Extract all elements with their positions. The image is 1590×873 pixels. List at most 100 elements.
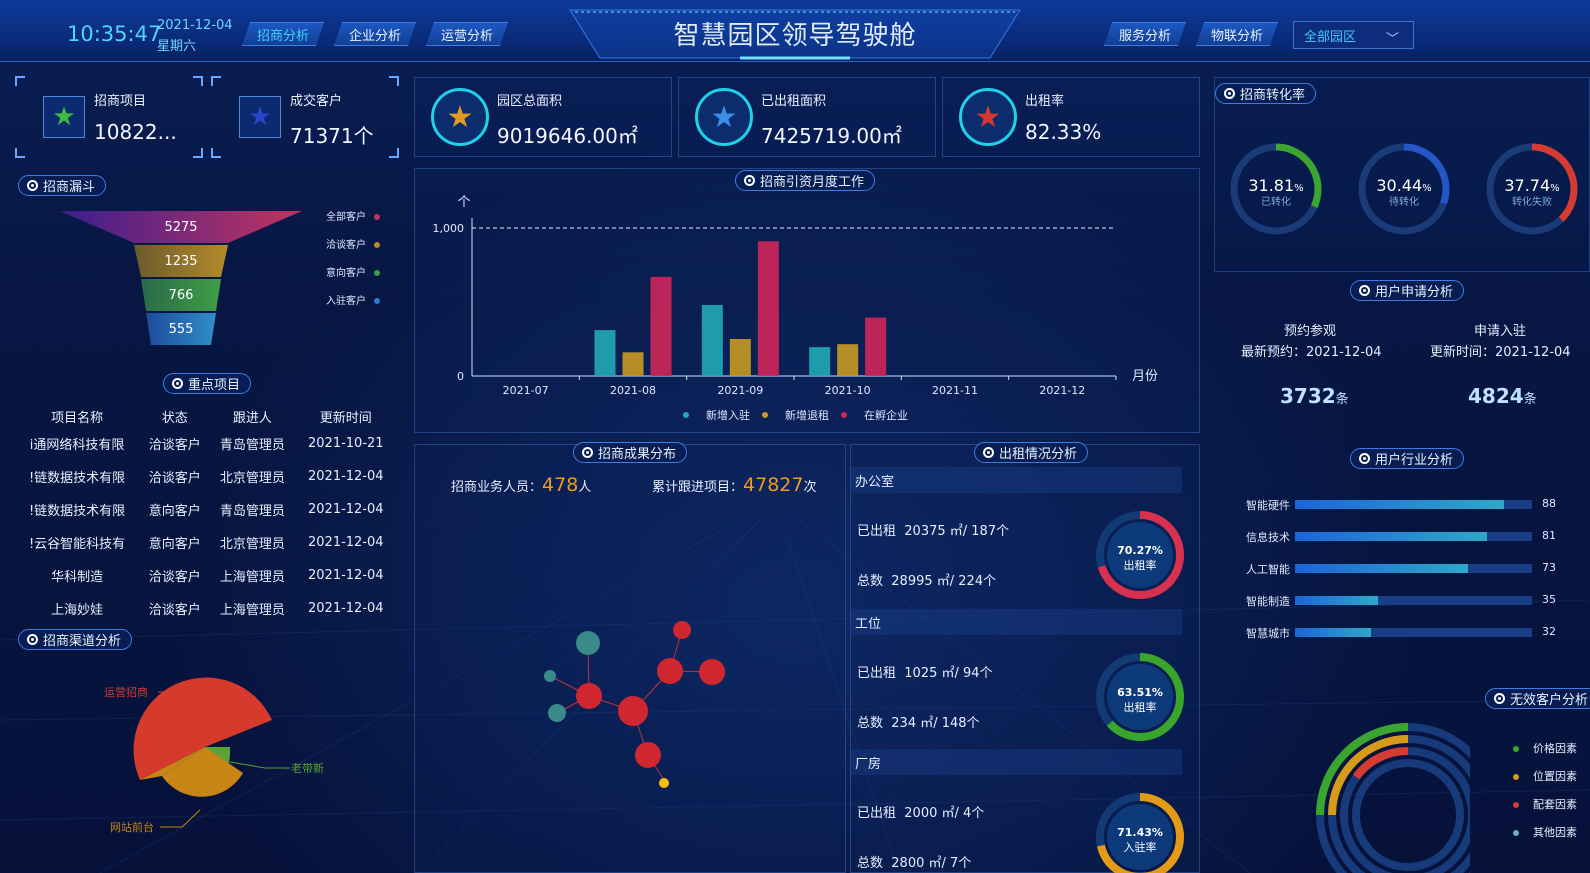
rent-section-header: 工位 <box>850 609 1182 635</box>
pie-label: 网站前台 <box>110 820 154 834</box>
target-icon <box>27 180 38 191</box>
section-title-invalid: 无效客户分析 <box>1485 688 1590 709</box>
table-cell: 青岛管理员 <box>219 504 285 519</box>
column-header: 跟进人 <box>232 410 272 426</box>
apply-right-value: 4824 <box>1468 384 1524 408</box>
star-icon: ★ <box>239 96 281 138</box>
x-tick-label: 2021-12 <box>1039 384 1085 397</box>
clock: 10:35:47 <box>67 22 162 46</box>
nav-tab-iot[interactable]: 物联分析 <box>1196 22 1278 46</box>
industry-bar-row: 智能制造 35 <box>1240 593 1560 608</box>
industry-bar-track <box>1295 532 1532 541</box>
star-icon: ★ <box>695 88 753 146</box>
table-cell: i通网络科技有限 <box>29 438 125 453</box>
industry-bar-track <box>1295 500 1532 509</box>
x-tick-label: 2021-07 <box>503 384 549 397</box>
table-row[interactable]: 上海妙娃 洽谈客户 上海管理员 2021-12-04 <box>14 592 396 625</box>
stat-card-rented-area: ★ 已出租面积 7425719.00㎡ <box>678 77 936 157</box>
park-select[interactable]: 全部园区 ﹀ <box>1293 21 1414 49</box>
nav-tab-recruitment[interactable]: 招商分析 <box>242 22 324 46</box>
bar-新增退租 <box>837 344 859 376</box>
legend-marker <box>762 412 768 418</box>
stat-value: 9019646.00㎡ <box>497 124 638 148</box>
table-row[interactable]: !云谷智能科技有 意向客户 北京管理员 2021-12-04 <box>14 526 396 559</box>
nav-tab-operation[interactable]: 运营分析 <box>426 22 508 46</box>
x-tick-label: 2021-09 <box>717 384 763 397</box>
bar-新增入驻 <box>809 347 831 376</box>
y-tick-label: 0 <box>457 370 464 383</box>
apply-left-sub: 最新预约：2021-12-04 <box>1241 345 1382 360</box>
section-title-conversion: 招商转化率 <box>1215 83 1317 104</box>
industry-bar-fill <box>1295 628 1371 637</box>
rent-rate-arc <box>1096 511 1184 599</box>
rent-rate-value: 70.27% <box>1117 544 1163 557</box>
rent-section-header: 办公室 <box>850 467 1182 493</box>
table-cell: 2021-12-04 <box>308 502 384 517</box>
page-title: 智慧园区领导驾驶舱 <box>673 21 917 51</box>
invalid-legend-item: 位置因素 <box>1513 768 1577 784</box>
funnel-chart: 5275 1235 766 555 <box>60 211 302 345</box>
rent-rate-value: 63.51% <box>1117 686 1163 699</box>
top-bar: 10:35:47 2021-12-04 星期六 招商分析 企业分析 运营分析 智… <box>0 0 1590 62</box>
graph-node <box>659 778 669 788</box>
star-icon: ★ <box>431 88 489 146</box>
funnel-stage-4 <box>146 313 216 345</box>
table-cell: 2021-12-04 <box>308 568 384 583</box>
weekday-text: 星期六 <box>157 39 197 54</box>
section-title-channel: 招商渠道分析 <box>18 629 133 650</box>
results-network-graph <box>544 621 725 788</box>
bar-在孵企业 <box>865 317 887 376</box>
nav-tab-enterprise[interactable]: 企业分析 <box>334 22 416 46</box>
industry-value: 32 <box>1542 625 1556 638</box>
apply-left-title: 预约参观 <box>1284 324 1337 339</box>
conversion-arc <box>1486 143 1578 235</box>
industry-bar-fill <box>1295 564 1468 573</box>
bar-新增退租 <box>729 339 751 376</box>
target-icon <box>1359 453 1370 464</box>
table-cell: 2021-12-04 <box>308 535 384 550</box>
invalid-legend-item: 价格因素 <box>1513 740 1577 756</box>
industry-bar-track <box>1295 596 1532 605</box>
industry-value: 88 <box>1542 497 1556 510</box>
funnel-value: 766 <box>169 288 194 303</box>
legend-label: 新增入驻 <box>706 408 750 422</box>
industry-bar-track <box>1295 628 1532 637</box>
invalid-legend-item: 配套因素 <box>1513 796 1577 812</box>
rent-rate-label: 出租率 <box>1124 700 1157 714</box>
conversion-value: 37.74% <box>1504 176 1559 195</box>
industry-bar-row: 智能硬件 88 <box>1240 497 1560 512</box>
nav-tab-service[interactable]: 服务分析 <box>1104 22 1186 46</box>
section-title-apply: 用户申请分析 <box>1350 280 1465 301</box>
x-tick-label: 2021-08 <box>610 384 656 397</box>
bar-在孵企业 <box>650 276 672 376</box>
y-tick-label: 1,000 <box>433 222 465 235</box>
x-tick-label: 2021-11 <box>932 384 978 397</box>
table-row[interactable]: !链数据技术有限 意向客户 青岛管理员 2021-12-04 <box>14 493 396 526</box>
table-row[interactable]: !链数据技术有限 洽谈客户 北京管理员 2021-12-04 <box>14 460 396 493</box>
industry-label: 智能硬件 <box>1246 499 1290 512</box>
industry-bar-fill <box>1295 596 1378 605</box>
table-row[interactable]: 华科制造 洽谈客户 上海管理员 2021-12-04 <box>14 559 396 592</box>
table-cell: 2021-10-21 <box>308 436 384 451</box>
conversion-arc <box>1230 143 1322 235</box>
target-icon <box>983 447 994 458</box>
funnel-stage-3 <box>141 279 221 311</box>
rent-total-line: 总数 28995 ㎡/ 224个 <box>857 574 997 589</box>
table-cell: 2021-12-04 <box>308 469 384 484</box>
pie-slice-website <box>162 747 243 797</box>
rent-rate-value: 71.43% <box>1117 826 1163 839</box>
table-cell: 洽谈客户 <box>148 603 201 618</box>
apply-left-value-wrap: 3732条 <box>1280 384 1349 408</box>
conversion-value: 30.44% <box>1376 176 1431 195</box>
legend-marker <box>841 412 847 418</box>
x-unit: 月份 <box>1132 369 1158 384</box>
bar-新增退租 <box>622 352 644 376</box>
conversion-ring: 30.44%待转化 <box>1358 143 1450 235</box>
table-cell: 意向客户 <box>148 537 201 552</box>
date-block: 2021-12-04 星期六 <box>157 15 233 57</box>
industry-label: 信息技术 <box>1246 531 1290 544</box>
funnel-legend-item: 全部客户 <box>326 208 380 223</box>
industry-label: 智慧城市 <box>1246 627 1290 640</box>
section-title-funnel: 招商漏斗 <box>18 175 107 196</box>
table-row[interactable]: i通网络科技有限 洽谈客户 青岛管理员 2021-10-21 <box>14 427 396 460</box>
